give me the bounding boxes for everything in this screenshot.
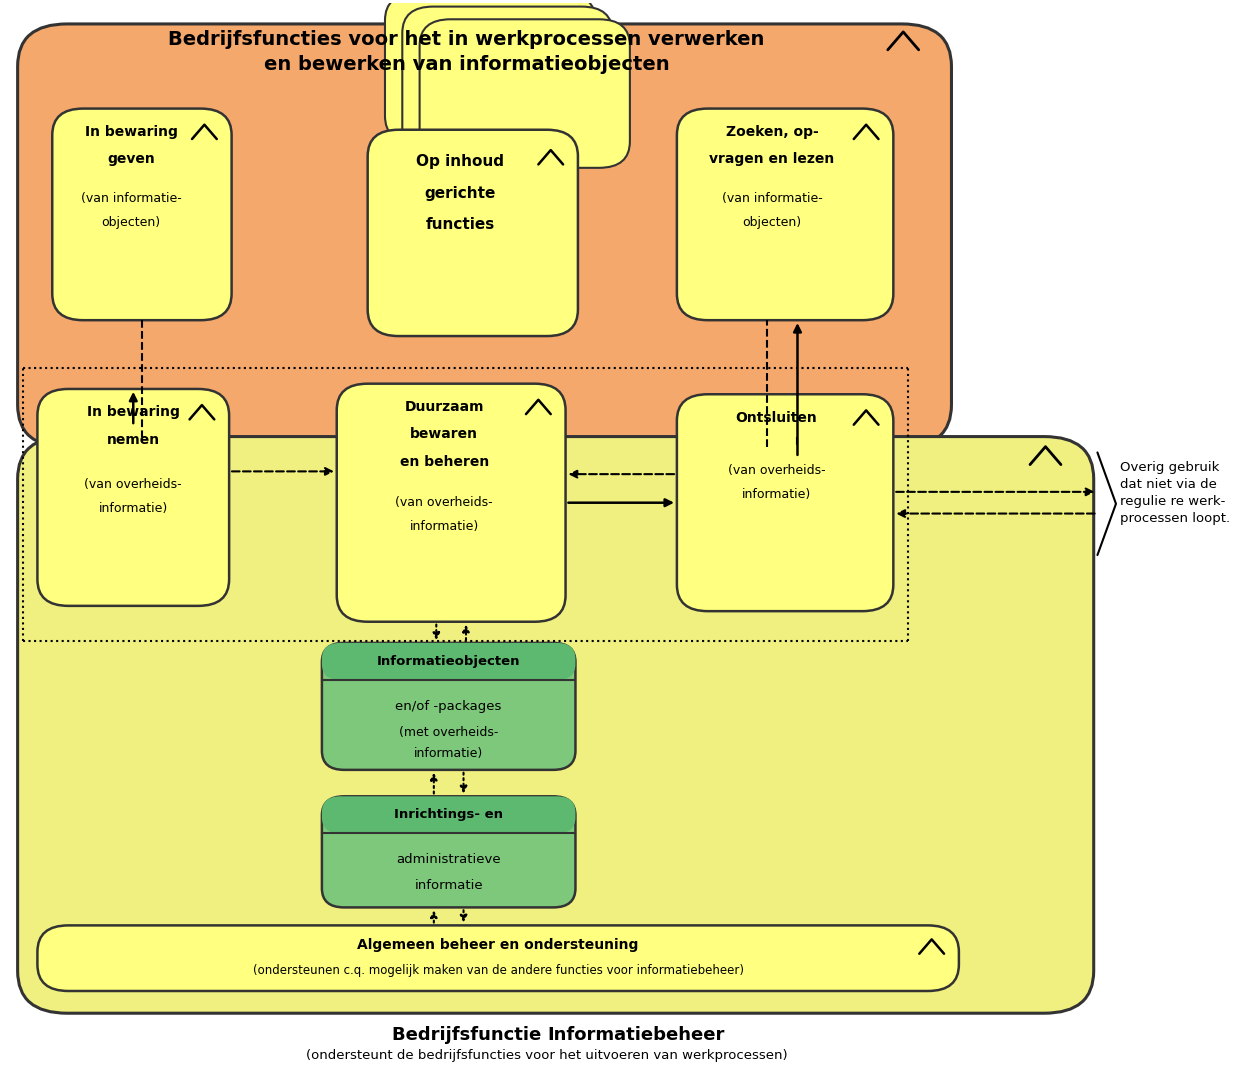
Text: functies: functies — [425, 217, 494, 232]
FancyBboxPatch shape — [677, 109, 893, 320]
Text: informatie): informatie) — [98, 502, 167, 515]
Text: Bedrijfsfuncties voor het in werkprocessen verwerken: Bedrijfsfuncties voor het in werkprocess… — [169, 30, 765, 49]
FancyBboxPatch shape — [322, 643, 575, 770]
FancyBboxPatch shape — [403, 6, 613, 156]
Text: Informatieobjecten: Informatieobjecten — [377, 655, 521, 668]
Text: (van overheids-: (van overheids- — [727, 464, 825, 477]
FancyBboxPatch shape — [420, 19, 630, 167]
Text: Bedrijfsfunctie: Bedrijfsfunctie — [391, 1027, 547, 1045]
Text: In bewaring: In bewaring — [87, 405, 180, 419]
Text: (ondersteunen c.q. mogelijk maken van de andere functies voor informatiebeheer): (ondersteunen c.q. mogelijk maken van de… — [253, 965, 743, 978]
Text: Inrichtings- en: Inrichtings- en — [394, 808, 503, 821]
Text: informatie: informatie — [414, 878, 483, 891]
FancyBboxPatch shape — [53, 109, 231, 320]
Text: en bewerken van informatieobjecten: en bewerken van informatieobjecten — [264, 54, 669, 74]
Text: geven: geven — [107, 152, 155, 166]
Text: Zoeken, op-: Zoeken, op- — [726, 125, 819, 139]
Text: objecten): objecten) — [102, 216, 161, 229]
Text: informatie): informatie) — [414, 747, 483, 760]
Text: (van overheids-: (van overheids- — [395, 496, 493, 508]
Text: objecten): objecten) — [742, 216, 801, 229]
FancyBboxPatch shape — [337, 384, 566, 621]
Text: Overig gebruik
dat niet via de
regulie re werk-
processen loopt.: Overig gebruik dat niet via de regulie r… — [1120, 462, 1230, 526]
FancyBboxPatch shape — [38, 389, 229, 605]
Text: (van overheids-: (van overheids- — [84, 478, 182, 490]
Text: en/of -packages: en/of -packages — [395, 700, 502, 713]
FancyBboxPatch shape — [322, 643, 575, 680]
Text: (ondersteunt de bedrijfsfuncties voor het uitvoeren van werkprocessen): (ondersteunt de bedrijfsfuncties voor he… — [306, 1049, 788, 1062]
Text: (met overheids-: (met overheids- — [399, 726, 498, 739]
Text: Duurzaam: Duurzaam — [405, 400, 484, 414]
Text: informatie): informatie) — [742, 488, 811, 501]
Text: Ontsluiten: Ontsluiten — [736, 410, 818, 424]
Text: informatie): informatie) — [410, 520, 479, 533]
FancyBboxPatch shape — [322, 796, 575, 834]
Text: vragen en lezen: vragen en lezen — [710, 152, 835, 166]
Text: administratieve: administratieve — [396, 853, 501, 866]
FancyBboxPatch shape — [367, 130, 577, 336]
Text: nemen: nemen — [107, 433, 160, 447]
FancyBboxPatch shape — [322, 796, 575, 907]
FancyBboxPatch shape — [385, 0, 595, 143]
Text: In bewaring: In bewaring — [84, 125, 177, 139]
FancyBboxPatch shape — [18, 23, 951, 447]
Text: en beheren: en beheren — [400, 455, 489, 469]
FancyBboxPatch shape — [38, 925, 959, 991]
Text: Algemeen beheer en ondersteuning: Algemeen beheer en ondersteuning — [357, 938, 639, 953]
Text: Op inhoud: Op inhoud — [416, 154, 504, 169]
Text: (van informatie-: (van informatie- — [722, 192, 823, 205]
FancyBboxPatch shape — [677, 394, 893, 611]
Text: (van informatie-: (van informatie- — [81, 192, 181, 205]
Text: Informatiebeheer: Informatiebeheer — [547, 1027, 725, 1045]
Text: bewaren: bewaren — [410, 427, 478, 441]
Text: gerichte: gerichte — [424, 185, 496, 200]
FancyBboxPatch shape — [18, 437, 1093, 1013]
